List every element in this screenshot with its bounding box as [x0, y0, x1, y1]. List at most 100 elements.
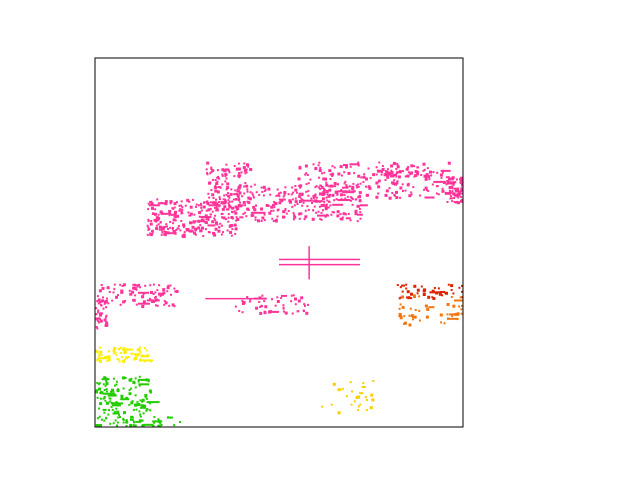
- data-point: [209, 213, 212, 216]
- data-point: [447, 317, 458, 320]
- data-point: [198, 215, 201, 218]
- data-point: [128, 403, 131, 406]
- data-point: [252, 214, 255, 217]
- data-point: [112, 390, 115, 393]
- data-point: [433, 180, 446, 183]
- data-point: [211, 169, 215, 173]
- data-point: [109, 400, 112, 403]
- data-point: [147, 202, 150, 205]
- data-point: [435, 192, 438, 195]
- data-point: [353, 172, 356, 175]
- data-point: [406, 183, 410, 187]
- data-point: [276, 300, 280, 303]
- data-point: [181, 206, 184, 209]
- data-point: [138, 302, 150, 305]
- data-point: [229, 230, 233, 234]
- data-point: [412, 318, 414, 321]
- data-point: [172, 226, 174, 229]
- data-point: [218, 226, 221, 228]
- data-point: [258, 193, 261, 196]
- data-point: [355, 184, 358, 187]
- data-point: [321, 197, 325, 201]
- data-point: [144, 396, 147, 399]
- data-point: [367, 185, 371, 189]
- data-point: [151, 232, 154, 235]
- data-point: [141, 419, 144, 422]
- data-point: [413, 315, 417, 319]
- data-point: [301, 194, 303, 196]
- data-point: [424, 177, 428, 181]
- data-point: [445, 183, 448, 186]
- data-point: [441, 187, 444, 190]
- data-point: [213, 217, 216, 220]
- data-point: [156, 218, 160, 222]
- data-point: [228, 203, 231, 206]
- data-point: [105, 321, 109, 325]
- data-point: [102, 307, 105, 310]
- data-point: [282, 304, 285, 307]
- data-point: [169, 284, 172, 287]
- data-point: [344, 197, 347, 200]
- data-point: [148, 204, 160, 207]
- data-point: [178, 209, 181, 212]
- data-point: [205, 168, 208, 171]
- data-point: [146, 397, 148, 400]
- data-point: [248, 300, 251, 303]
- data-point: [441, 189, 445, 193]
- data-point: [297, 299, 301, 303]
- data-point: [172, 207, 175, 210]
- data-point: [151, 229, 154, 232]
- data-point: [298, 166, 302, 170]
- data-point: [317, 210, 320, 213]
- data-point: [357, 405, 360, 408]
- data-point: [298, 192, 302, 196]
- data-point: [262, 194, 265, 197]
- data-point: [291, 186, 294, 189]
- data-point: [348, 185, 351, 188]
- data-point: [384, 179, 387, 181]
- data-point: [322, 187, 325, 190]
- data-point: [115, 295, 118, 299]
- data-point: [376, 169, 379, 172]
- data-point: [276, 296, 279, 299]
- data-point: [292, 294, 295, 297]
- data-point: [138, 384, 141, 387]
- data-point: [214, 189, 218, 193]
- data-point: [115, 354, 118, 357]
- data-point: [129, 423, 132, 426]
- data-point: [99, 317, 101, 320]
- data-point: [356, 213, 363, 216]
- data-point: [291, 198, 294, 201]
- data-point: [122, 387, 125, 390]
- data-point: [305, 190, 308, 193]
- data-point: [157, 424, 160, 427]
- data-point: [365, 409, 368, 412]
- data-point: [139, 351, 142, 354]
- data-point: [98, 424, 101, 427]
- data-point: [329, 194, 332, 197]
- data-point: [100, 354, 103, 356]
- data-point: [152, 283, 155, 286]
- data-point: [396, 182, 399, 185]
- data-point: [318, 205, 321, 208]
- data-point: [294, 185, 297, 187]
- data-point: [164, 231, 167, 233]
- data-point: [95, 317, 99, 321]
- data-point: [245, 168, 248, 171]
- data-point: [95, 313, 98, 316]
- data-point: [252, 194, 255, 197]
- data-point: [324, 205, 328, 209]
- data-point: [226, 195, 229, 198]
- data-point: [292, 191, 295, 194]
- data-point: [149, 200, 152, 203]
- data-point: [431, 289, 434, 292]
- data-point: [212, 197, 215, 199]
- data-point: [98, 289, 102, 293]
- data-point: [455, 194, 459, 198]
- data-point: [412, 186, 415, 189]
- data-point: [433, 287, 436, 289]
- data-point: [351, 390, 353, 393]
- data-point: [221, 174, 224, 177]
- data-point: [111, 388, 114, 392]
- data-point: [345, 165, 348, 169]
